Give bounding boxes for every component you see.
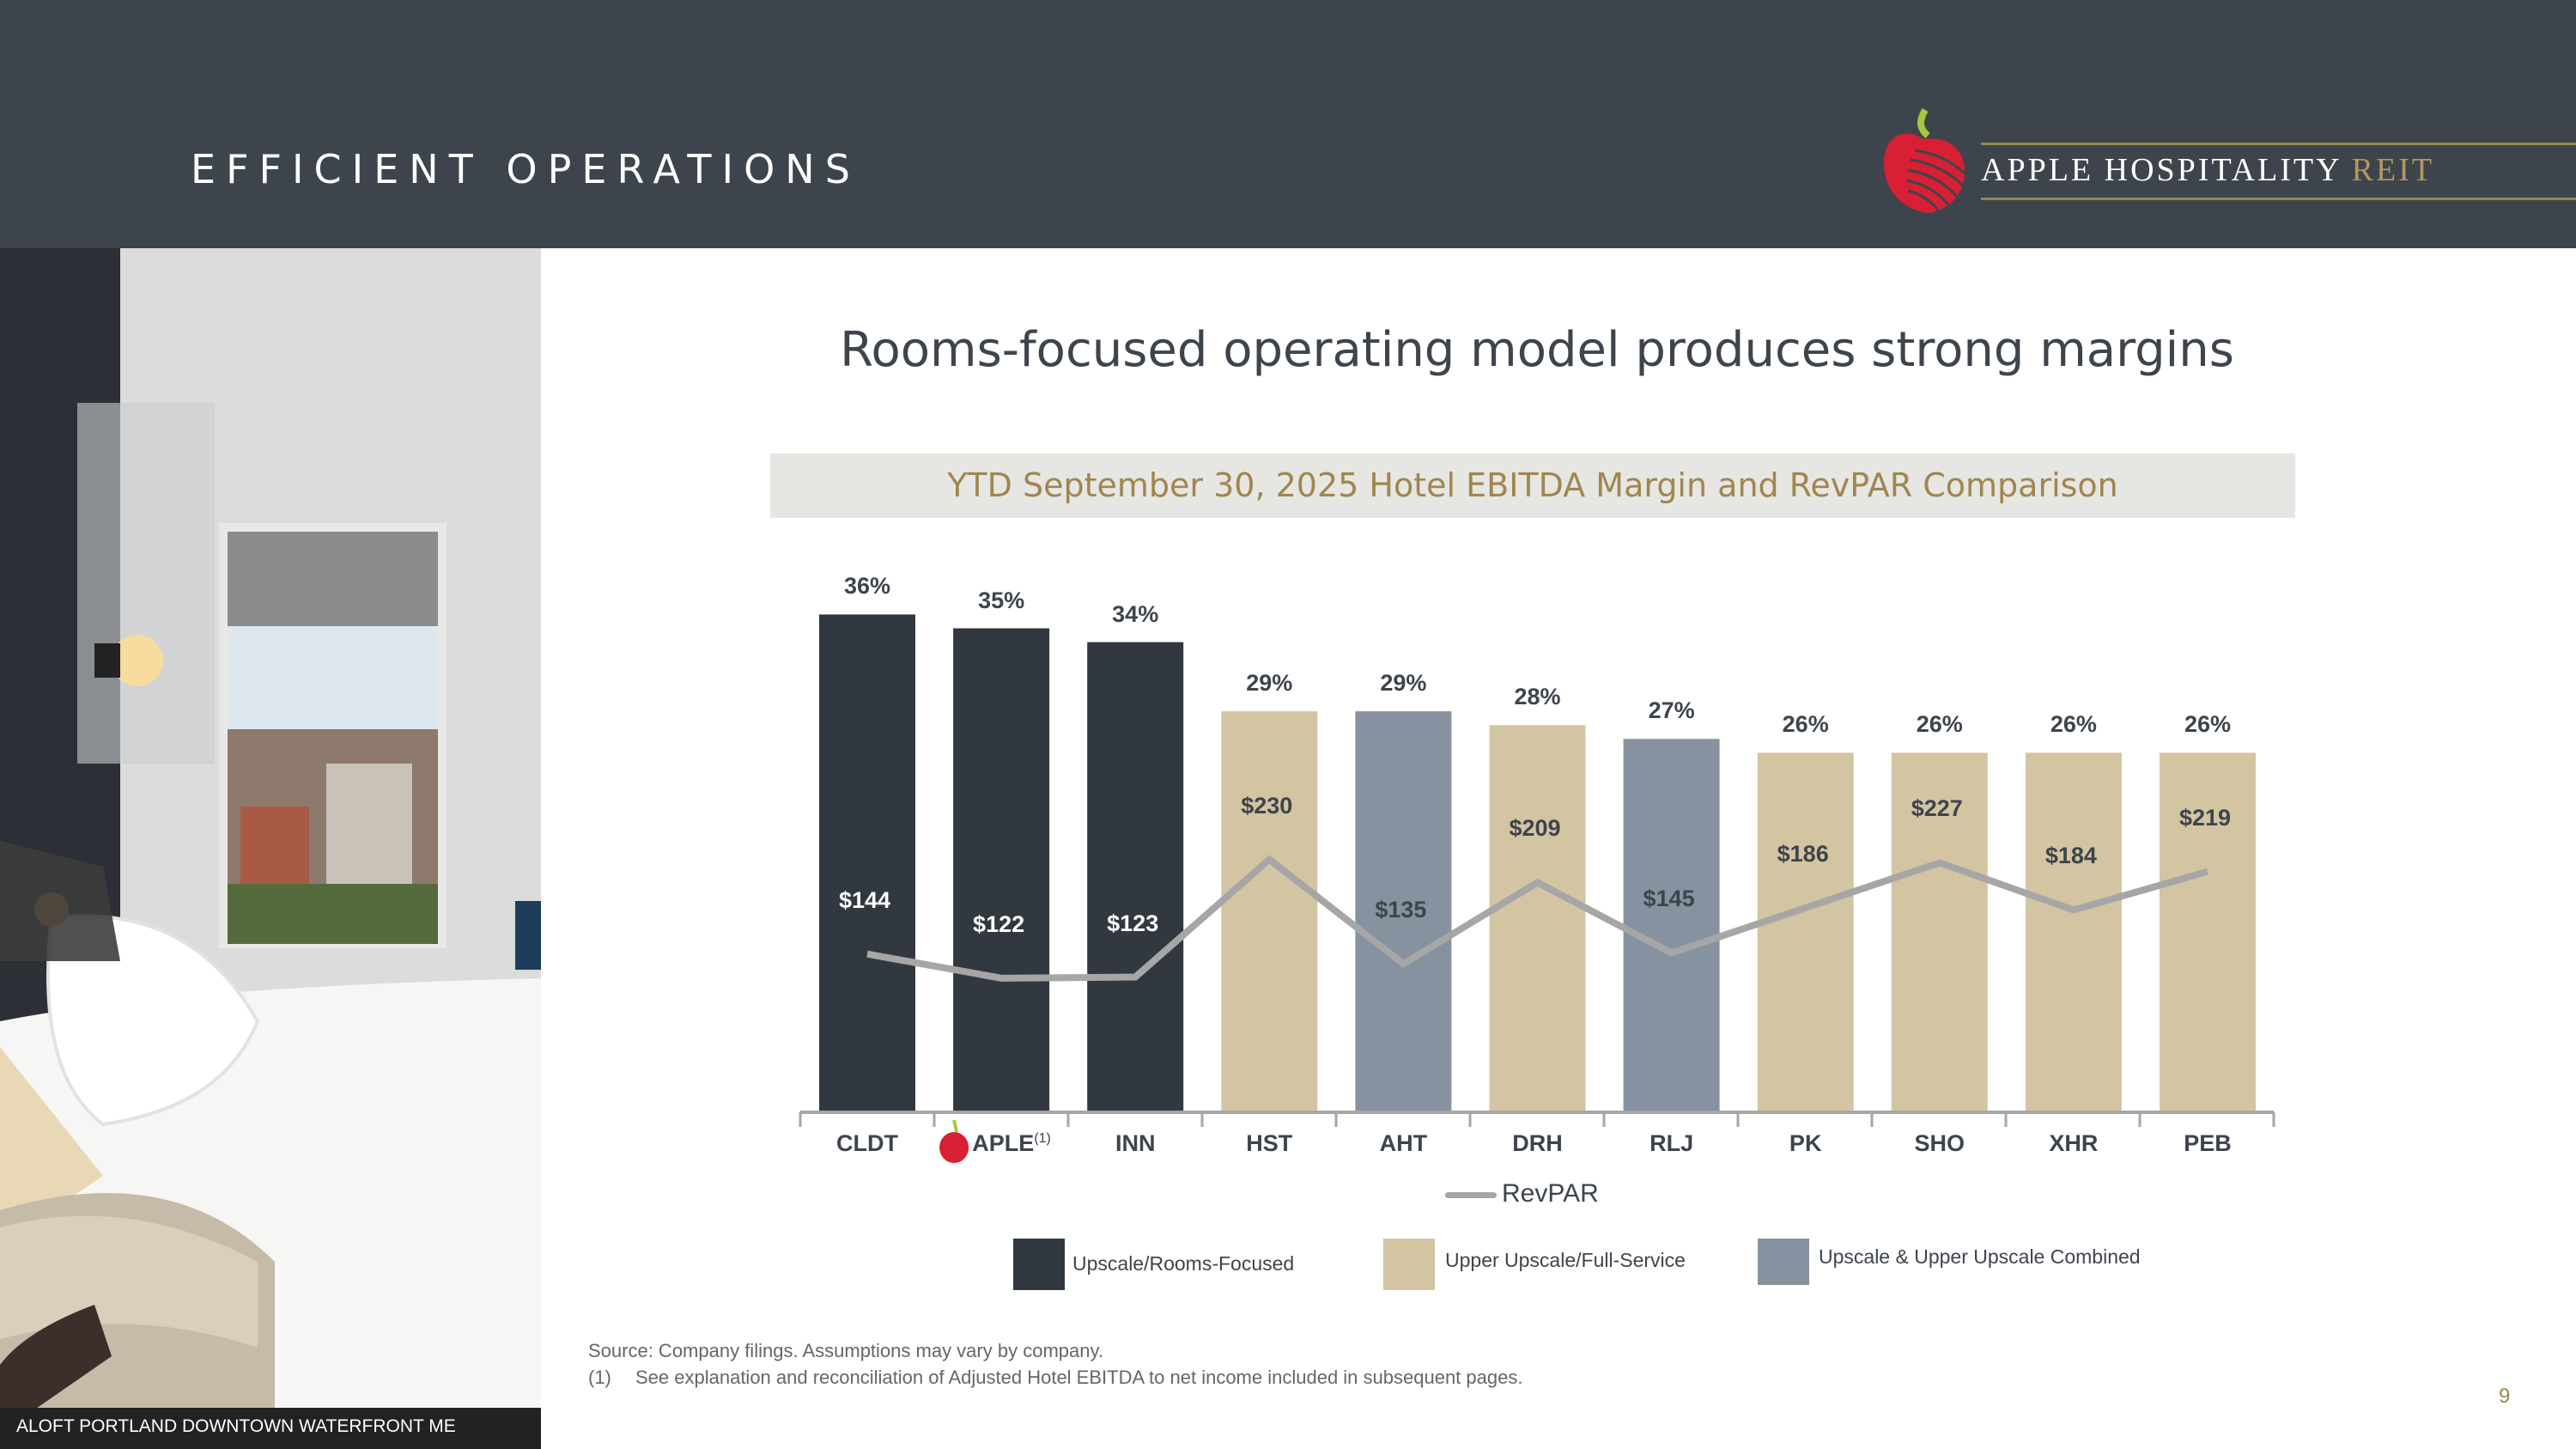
revpar-label-hst: $230 [1241, 792, 1293, 819]
category-label-aple: APLE(1) [972, 1130, 1051, 1156]
logo-text: APPLE HOSPITALITY REIT [1981, 152, 2435, 188]
bar-aple [953, 628, 1050, 1112]
margin-label-inn: 34% [1112, 600, 1159, 627]
legend-label-rooms-focused: Upscale/Rooms-Focused [1072, 1252, 1295, 1275]
apple-logo-icon [1884, 108, 1966, 213]
main-title: Rooms-focused operating model produces s… [840, 322, 2234, 378]
revpar-label-peb: $219 [2178, 804, 2232, 831]
revpar-label-drh: $209 [1509, 815, 1561, 842]
apple-icon [939, 1119, 969, 1163]
category-label-inn: INN [1115, 1130, 1156, 1156]
legend-label-full-service: Upper Upscale/Full-Service [1445, 1249, 1686, 1271]
bar-aht [1355, 711, 1452, 1112]
revpar-line [866, 855, 2209, 982]
category-label-cldt: CLDT [836, 1130, 898, 1156]
category-label-hst: HST [1246, 1130, 1293, 1156]
logo-rule-bottom [1981, 198, 2576, 200]
category-label-sho: SHO [1914, 1130, 1965, 1156]
bar-inn [1087, 642, 1184, 1112]
bar-peb [2160, 752, 2256, 1112]
revpar-label-aple: $122 [973, 910, 1025, 937]
revpar-label-xhr: $184 [2044, 843, 2097, 869]
chart-title: YTD September 30, 2025 Hotel EBITDA Marg… [770, 454, 2295, 518]
category-label-rlj: RLJ [1649, 1130, 1694, 1156]
revpar-label-inn: $123 [1107, 910, 1159, 936]
category-label-xhr: XHR [2049, 1130, 2099, 1156]
bar-xhr [2025, 752, 2122, 1112]
footnote-ref: (1) [1034, 1131, 1051, 1146]
logo-rule-top [1981, 143, 2576, 145]
margin-label-pk: 26% [1782, 711, 1829, 738]
margin-label-rlj: 27% [1648, 697, 1695, 724]
category-label-aht: AHT [1379, 1130, 1428, 1156]
footnote-marker: (1) [588, 1367, 611, 1388]
margin-label-drh: 28% [1514, 684, 1561, 710]
revpar-label-aht: $135 [1375, 897, 1427, 923]
legend-label-combined: Upscale & Upper Upscale Combined [1819, 1245, 2141, 1268]
legend-swatch-full-service [1383, 1239, 1435, 1290]
revpar-legend: RevPAR [1445, 1179, 1599, 1209]
hotel-room-photo: ALOFT PORTLAND DOWNTOWN WATERFRONT ME [0, 248, 541, 1449]
apple-hospitality-logo: APPLE HOSPITALITY REIT [1880, 103, 2576, 215]
footnote-text: See explanation and reconciliation of Ad… [635, 1367, 1523, 1388]
legend-swatch-combined [1758, 1239, 1809, 1285]
margin-label-peb: 26% [2184, 711, 2232, 738]
margin-label-hst: 29% [1246, 670, 1293, 697]
bar-hst [1221, 711, 1318, 1112]
margin-label-cldt: 36% [843, 573, 891, 600]
slide-title: EFFICIENT OPERATIONS [191, 146, 860, 192]
revpar-label-sho: $227 [1911, 795, 1963, 822]
margin-label-aple: 35% [978, 587, 1025, 613]
category-label-drh: DRH [1512, 1130, 1563, 1156]
header-bar: EFFICIENT OPERATIONS APPLE HOSPITALITY R… [0, 0, 2576, 248]
margin-label-xhr: 26% [2050, 711, 2097, 738]
margin-label-aht: 29% [1380, 670, 1427, 697]
legend-swatch-rooms-focused [1013, 1239, 1065, 1290]
source-note: Source: Company filings. Assumptions may… [588, 1340, 1103, 1361]
category-label-pk: PK [1789, 1130, 1822, 1156]
revpar-label-rlj: $145 [1643, 886, 1695, 912]
bar-cldt [819, 614, 915, 1112]
revpar-legend-label: RevPAR [1502, 1179, 1599, 1208]
bar-pk [1757, 752, 1854, 1112]
margin-label-sho: 26% [1916, 711, 1963, 738]
page-number: 9 [2499, 1385, 2511, 1408]
revpar-legend-line [1445, 1191, 1497, 1198]
category-label-peb: PEB [2184, 1130, 2232, 1156]
bar-sho [1891, 752, 1988, 1112]
bar-rlj [1623, 739, 1720, 1112]
revpar-label-pk: $186 [1777, 840, 1829, 867]
revpar-label-cldt: $144 [838, 886, 891, 913]
photo-caption: ALOFT PORTLAND DOWNTOWN WATERFRONT ME [16, 1416, 456, 1436]
bar-drh [1489, 725, 1586, 1112]
hotel-room-image [0, 248, 541, 1449]
